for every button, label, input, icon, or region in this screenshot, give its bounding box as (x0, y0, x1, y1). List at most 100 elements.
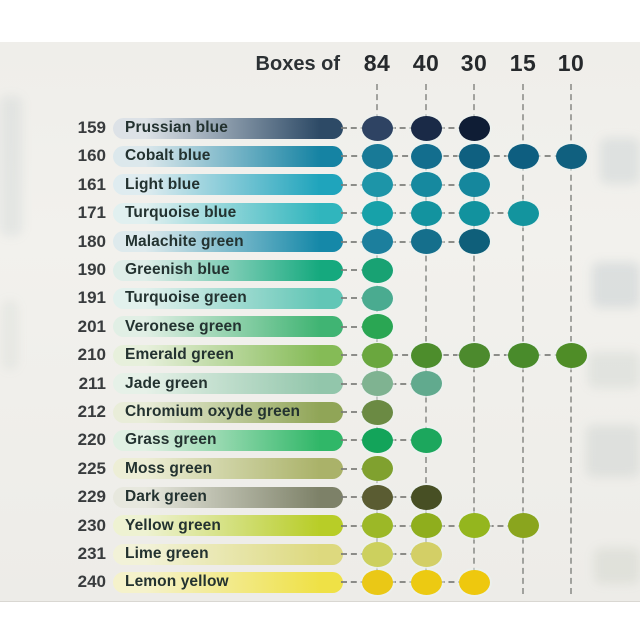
color-name-label: Turquoise blue (125, 204, 237, 222)
box-size-column-header: 10 (557, 50, 585, 76)
box-availability-dot (361, 342, 393, 368)
box-availability-dot (410, 569, 442, 595)
box-availability-dot (410, 115, 442, 141)
row-connector-line (341, 297, 377, 300)
box-size-column-header: 15 (509, 50, 537, 76)
color-name-label: Moss green (125, 459, 213, 477)
row-connector-line (341, 467, 377, 470)
box-availability-dot (458, 569, 490, 595)
color-gradient-swatch (113, 543, 343, 565)
color-number: 180 (77, 231, 106, 251)
box-availability-dot (507, 513, 539, 539)
color-gradient-swatch (113, 174, 343, 196)
color-gradient-swatch (113, 401, 343, 423)
row-connector-line (341, 127, 474, 129)
color-number: 231 (77, 544, 106, 563)
color-name-label: Dark green (125, 488, 207, 506)
color-name-label: Veronese green (125, 317, 242, 335)
color-number: 190 (77, 260, 106, 279)
row-connector-line (341, 411, 377, 413)
color-name-label: Turquoise green (125, 289, 247, 307)
color-gradient-swatch (113, 231, 343, 253)
color-name-label: Grass green (125, 431, 217, 449)
box-availability-dot (458, 115, 490, 141)
box-availability-dot (361, 285, 393, 311)
color-name-label: Lemon yellow (125, 573, 229, 591)
color-gradient-swatch (113, 287, 343, 309)
box-size-column-header: 30 (460, 50, 488, 76)
color-gradient-swatch (113, 458, 343, 480)
color-number: 240 (77, 572, 106, 592)
box-size-column-header: 40 (412, 50, 440, 76)
box-availability-dot (410, 229, 442, 255)
boxes-of-label: Boxes of (255, 53, 340, 75)
color-name-label: Chromium oxyde green (125, 403, 301, 420)
color-gradient-swatch (113, 429, 343, 451)
box-availability-dot (361, 172, 393, 198)
color-number: 210 (77, 345, 106, 365)
box-availability-dot (458, 513, 490, 539)
box-size-column-header: 84 (363, 50, 391, 76)
box-availability-dot (361, 541, 393, 567)
box-availability-dot (361, 427, 393, 453)
box-availability-dot (361, 456, 393, 482)
color-name-label: Light blue (125, 175, 201, 193)
color-name-label: Malachite green (125, 232, 244, 250)
box-availability-dot (361, 371, 393, 397)
row-connector-line (341, 269, 377, 271)
color-number: 225 (77, 458, 106, 478)
box-availability-dot (410, 427, 442, 453)
color-gradient-swatch (113, 145, 343, 167)
box-availability-dot (458, 200, 490, 226)
color-gradient-swatch (113, 515, 343, 537)
box-availability-dot (458, 172, 490, 198)
row-connector-line (341, 240, 474, 243)
column-guide-line (522, 84, 524, 594)
color-number: 229 (77, 487, 106, 507)
color-number: 161 (77, 174, 106, 194)
box-availability-dot (507, 200, 539, 226)
box-availability-dot (361, 229, 393, 255)
box-availability-dot (458, 143, 490, 169)
color-gradient-swatch (113, 344, 343, 366)
box-availability-dot (410, 342, 442, 368)
color-number: 220 (77, 430, 106, 450)
color-name-label: Yellow green (125, 516, 221, 534)
color-name-label: Prussian blue (125, 119, 228, 136)
row-connector-line (341, 183, 474, 186)
color-number: 191 (77, 288, 106, 308)
color-name-label: Cobalt blue (125, 147, 211, 165)
box-availability-dot (410, 541, 442, 567)
color-name-label: Lime green (125, 545, 209, 562)
box-availability-dot (361, 143, 393, 169)
box-availability-dot (410, 172, 442, 198)
color-number: 171 (77, 203, 106, 223)
box-availability-dot (410, 484, 442, 510)
box-availability-dot (507, 143, 539, 169)
color-gradient-swatch (113, 571, 343, 593)
box-availability-dot (410, 143, 442, 169)
box-availability-dot (410, 371, 442, 397)
box-availability-dot (361, 484, 393, 510)
color-number: 230 (77, 515, 106, 535)
box-availability-dot (361, 200, 393, 226)
box-availability-dot (361, 513, 393, 539)
color-gradient-swatch (113, 117, 343, 139)
row-connector-line (341, 155, 571, 158)
color-number: 159 (77, 118, 106, 137)
column-guide-line (570, 84, 572, 594)
color-gradient-swatch (113, 259, 343, 281)
color-gradient-swatch (113, 202, 343, 224)
box-availability-dot (458, 342, 490, 368)
box-availability-dot (361, 257, 393, 283)
box-availability-dot (410, 513, 442, 539)
color-number: 160 (77, 146, 106, 166)
box-availability-dot (410, 200, 442, 226)
color-gradient-swatch (113, 316, 343, 338)
color-number: 212 (77, 402, 106, 421)
column-guide-line (473, 84, 475, 594)
box-availability-dot (361, 569, 393, 595)
color-number: 201 (77, 316, 106, 336)
row-connector-line (341, 325, 377, 328)
